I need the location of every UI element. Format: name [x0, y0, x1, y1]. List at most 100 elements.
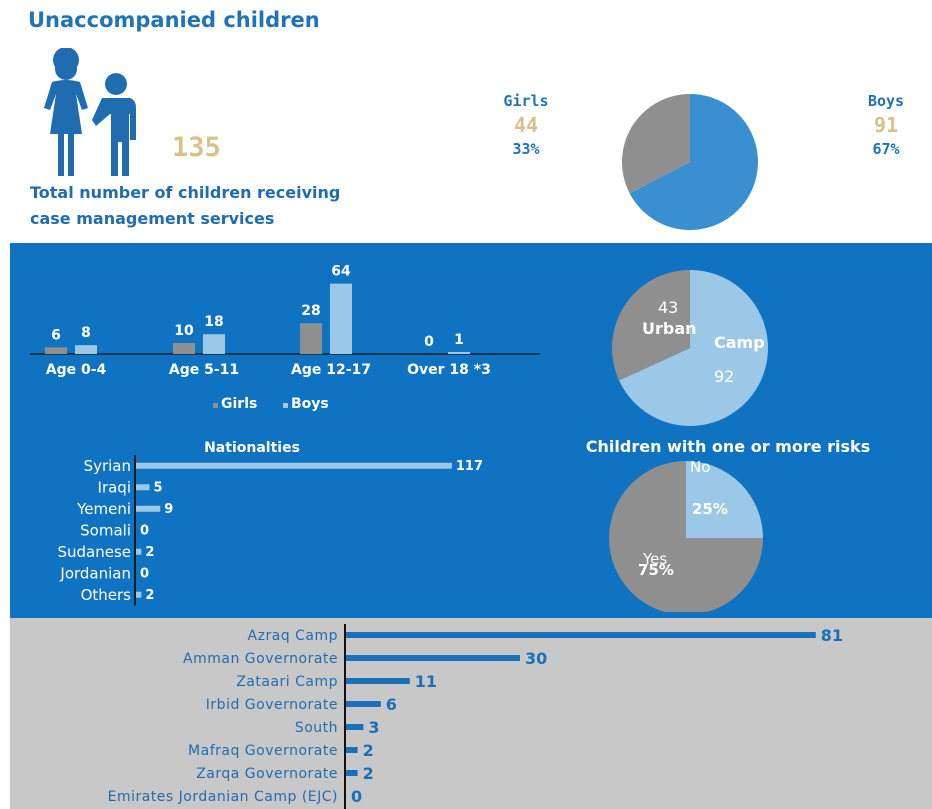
nationality-label-yemeni: Yemeni — [76, 500, 131, 518]
nationality-label-iraqi: Iraqi — [98, 478, 131, 496]
age-bar-boys-age-12-17 — [330, 283, 352, 354]
location-pie-slice-urban — [612, 270, 690, 381]
location-value-azraq-camp: 81 — [821, 626, 843, 645]
age-data-label-boys-age-0-4: 8 — [81, 325, 91, 341]
total-label-line2: case management services — [30, 209, 275, 228]
gender-pie — [622, 94, 758, 230]
age-bar-boys-over-18-3 — [448, 352, 470, 354]
nationality-value-syrian: 117 — [456, 459, 483, 474]
location-pie-urban-value: 43 — [658, 298, 678, 317]
age-bar-chart: 6 8 Age 0-4 10 18 Age 5-11 28 64 Age 12-17 0 1 Over… — [30, 264, 540, 412]
nationality-value-sudanese: 2 — [145, 545, 154, 560]
location-value-irbid-governorate: 6 — [386, 695, 397, 714]
age-tick-label-age-12-17: Age 12-17 — [291, 362, 371, 378]
total-children-value: 135 — [172, 132, 221, 163]
total-children-label: Total number of children receiving case … — [30, 180, 450, 232]
location-pie: 43 Urban Camp 92 — [612, 270, 768, 426]
location-pie-urban-label: Urban — [642, 319, 697, 338]
location-bar-south — [346, 724, 364, 730]
location-value-zarqa-governorate: 2 — [363, 764, 374, 783]
age-tick-label-age-0-4: Age 0-4 — [46, 362, 107, 378]
age-data-label-girls-age-5-11: 10 — [174, 323, 194, 339]
risks-pie-yes-percent: 75% — [638, 561, 674, 579]
location-label-zarqa-governorate: Zarqa Governorate — [196, 766, 338, 782]
location-label-emirates-jordanian-camp-ejc: Emirates Jordanian Camp (EJC) — [108, 789, 338, 805]
age-tick-label-age-5-11: Age 5-11 — [169, 362, 239, 378]
location-label-mafraq-governorate: Mafraq Governorate — [188, 743, 338, 759]
risks-pie-chart: Children with one or more risks No 25% Yes7… — [586, 437, 870, 612]
age-tick-label-over-18-3: Over 18 *3 — [407, 362, 491, 378]
age-bar-girls-age-5-11 — [173, 343, 195, 354]
nationality-bar-yemeni — [136, 505, 161, 512]
location-value-amman-governorate: 30 — [525, 649, 547, 668]
girls-stat: Girls 44 33% — [486, 92, 566, 158]
location-label-amman-governorate: Amman Governorate — [183, 651, 338, 667]
location-bar-zarqa-governorate — [346, 770, 358, 776]
location-value-emirates-jordanian-camp-ejc: 0 — [351, 787, 362, 806]
age-legend-swatch-girls — [213, 403, 218, 408]
page-title: Unaccompanied children — [28, 8, 320, 32]
location-label-irbid-governorate: Irbid Governorate — [206, 697, 338, 713]
nationality-bar-others — [136, 591, 142, 598]
nationality-bar-iraqi — [136, 484, 150, 491]
nationality-label-jordanian: Jordanian — [59, 564, 131, 582]
girls-count: 44 — [513, 113, 539, 137]
nationality-value-somali: 0 — [140, 523, 149, 538]
location-pie-camp-label: Camp — [714, 333, 765, 352]
boys-percent: 67% — [872, 140, 900, 158]
location-pie-camp-value: 92 — [714, 367, 734, 386]
age-legend-label-girls: Girls — [221, 396, 257, 412]
gender-pie-slice-girls — [622, 94, 690, 194]
location-value-mafraq-governorate: 2 — [363, 741, 374, 760]
location-value-zataari-camp: 11 — [415, 672, 437, 691]
location-bar-irbid-governorate — [346, 701, 381, 707]
nationality-value-yemeni: 9 — [164, 502, 173, 517]
nationalities-bar-chart: Nationalties Syrian 117 Iraqi 5 Yemeni 9 Somali… — [57, 440, 483, 606]
boys-count: 91 — [873, 113, 899, 137]
children-icon — [44, 48, 136, 176]
age-data-label-boys-age-12-17: 64 — [331, 264, 351, 280]
nationalities-title: Nationalties — [204, 440, 300, 456]
risks-pie-no-percent: 25% — [692, 500, 728, 518]
age-bar-girls-age-0-4 — [45, 347, 67, 354]
age-legend-label-boys: Boys — [291, 396, 329, 412]
age-bar-boys-age-0-4 — [75, 345, 97, 354]
location-bar-amman-governorate — [346, 655, 520, 661]
nationality-label-others: Others — [81, 586, 132, 604]
risks-pie-no-label: No — [690, 458, 710, 476]
nationality-label-somali: Somali — [80, 521, 131, 539]
location-value-south: 3 — [368, 718, 379, 737]
age-data-label-girls-age-0-4: 6 — [51, 327, 61, 343]
girls-label: Girls — [503, 92, 549, 110]
risks-pie-title: Children with one or more risks — [586, 437, 870, 456]
girls-percent: 33% — [512, 140, 540, 158]
risks-pie-slice-no — [686, 461, 763, 538]
age-bar-girls-age-12-17 — [300, 323, 322, 354]
boys-stat: Boys 91 67% — [846, 92, 926, 158]
total-label-line1: Total number of children receiving — [30, 183, 341, 202]
gray-panel — [10, 618, 932, 809]
age-data-label-boys-age-5-11: 18 — [204, 314, 223, 330]
blue-panel — [10, 243, 932, 618]
age-bar-boys-age-5-11 — [203, 334, 225, 354]
risks-pie-slice-yes — [609, 461, 763, 612]
location-label-south: South — [295, 720, 338, 736]
boys-label: Boys — [867, 92, 905, 110]
age-data-label-girls-age-12-17: 28 — [301, 303, 320, 319]
nationality-label-syrian: Syrian — [84, 457, 131, 475]
location-label-zataari-camp: Zataari Camp — [236, 674, 338, 690]
age-data-label-boys-over-18-3: 1 — [454, 332, 464, 348]
location-bar-azraq-camp — [346, 632, 816, 638]
risks-pie-yes-label: Yes — [642, 550, 667, 568]
location-label-azraq-camp: Azraq Camp — [248, 628, 338, 644]
nationality-label-sudanese: Sudanese — [57, 543, 131, 561]
nationality-value-iraqi: 5 — [154, 480, 163, 495]
location-bar-mafraq-governorate — [346, 747, 358, 753]
nationality-bar-sudanese — [136, 548, 142, 555]
location-pie-slice-camp — [619, 270, 768, 426]
age-legend-swatch-boys — [283, 403, 288, 408]
nationality-value-jordanian: 0 — [140, 566, 149, 581]
nationality-bar-syrian — [136, 462, 452, 469]
gender-pie-slice-boys — [629, 94, 758, 230]
